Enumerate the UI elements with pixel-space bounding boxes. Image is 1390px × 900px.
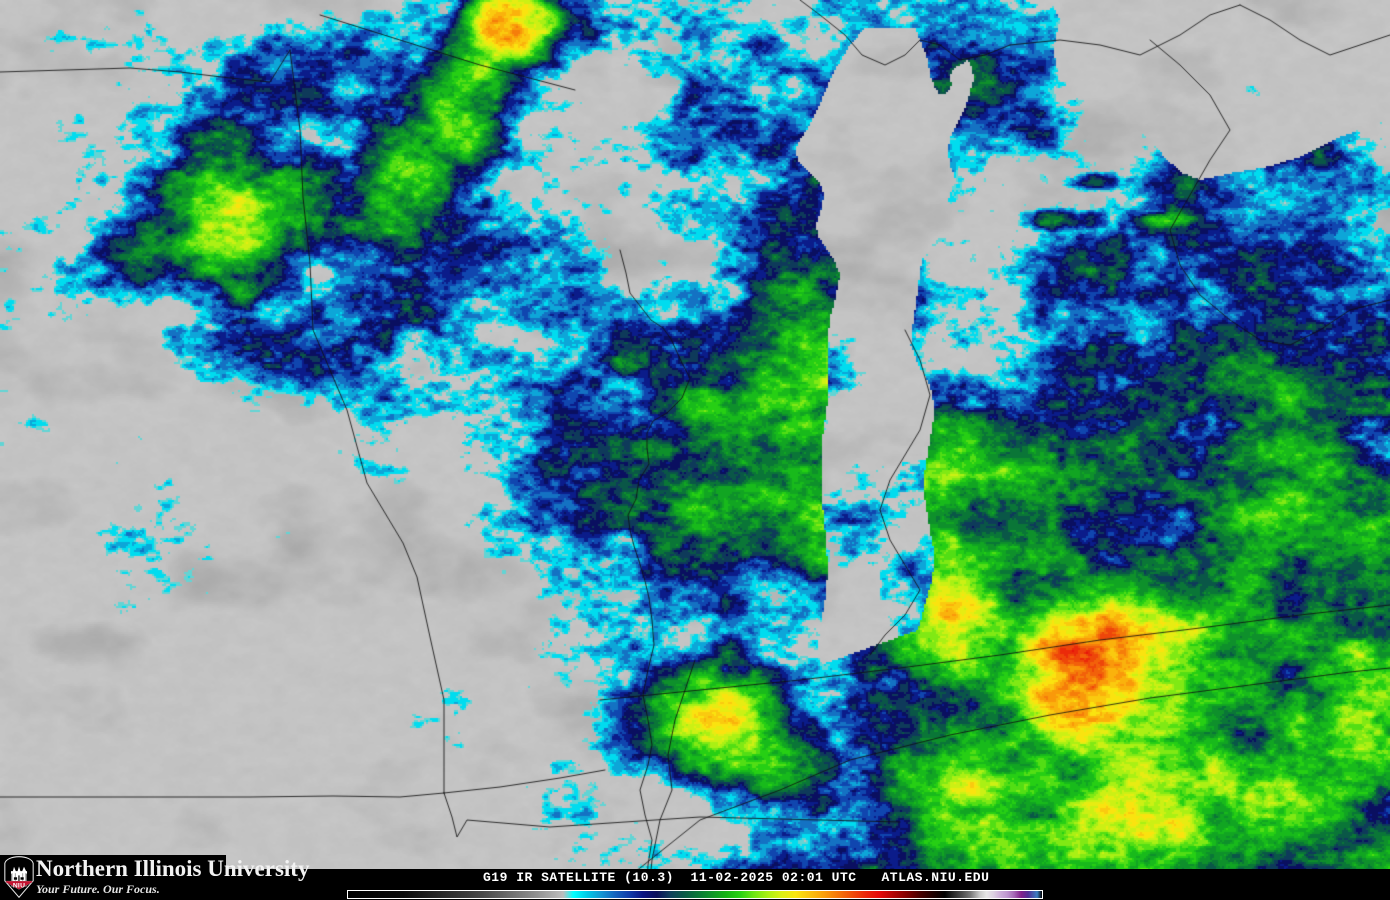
svg-text:NIU: NIU	[13, 882, 25, 889]
